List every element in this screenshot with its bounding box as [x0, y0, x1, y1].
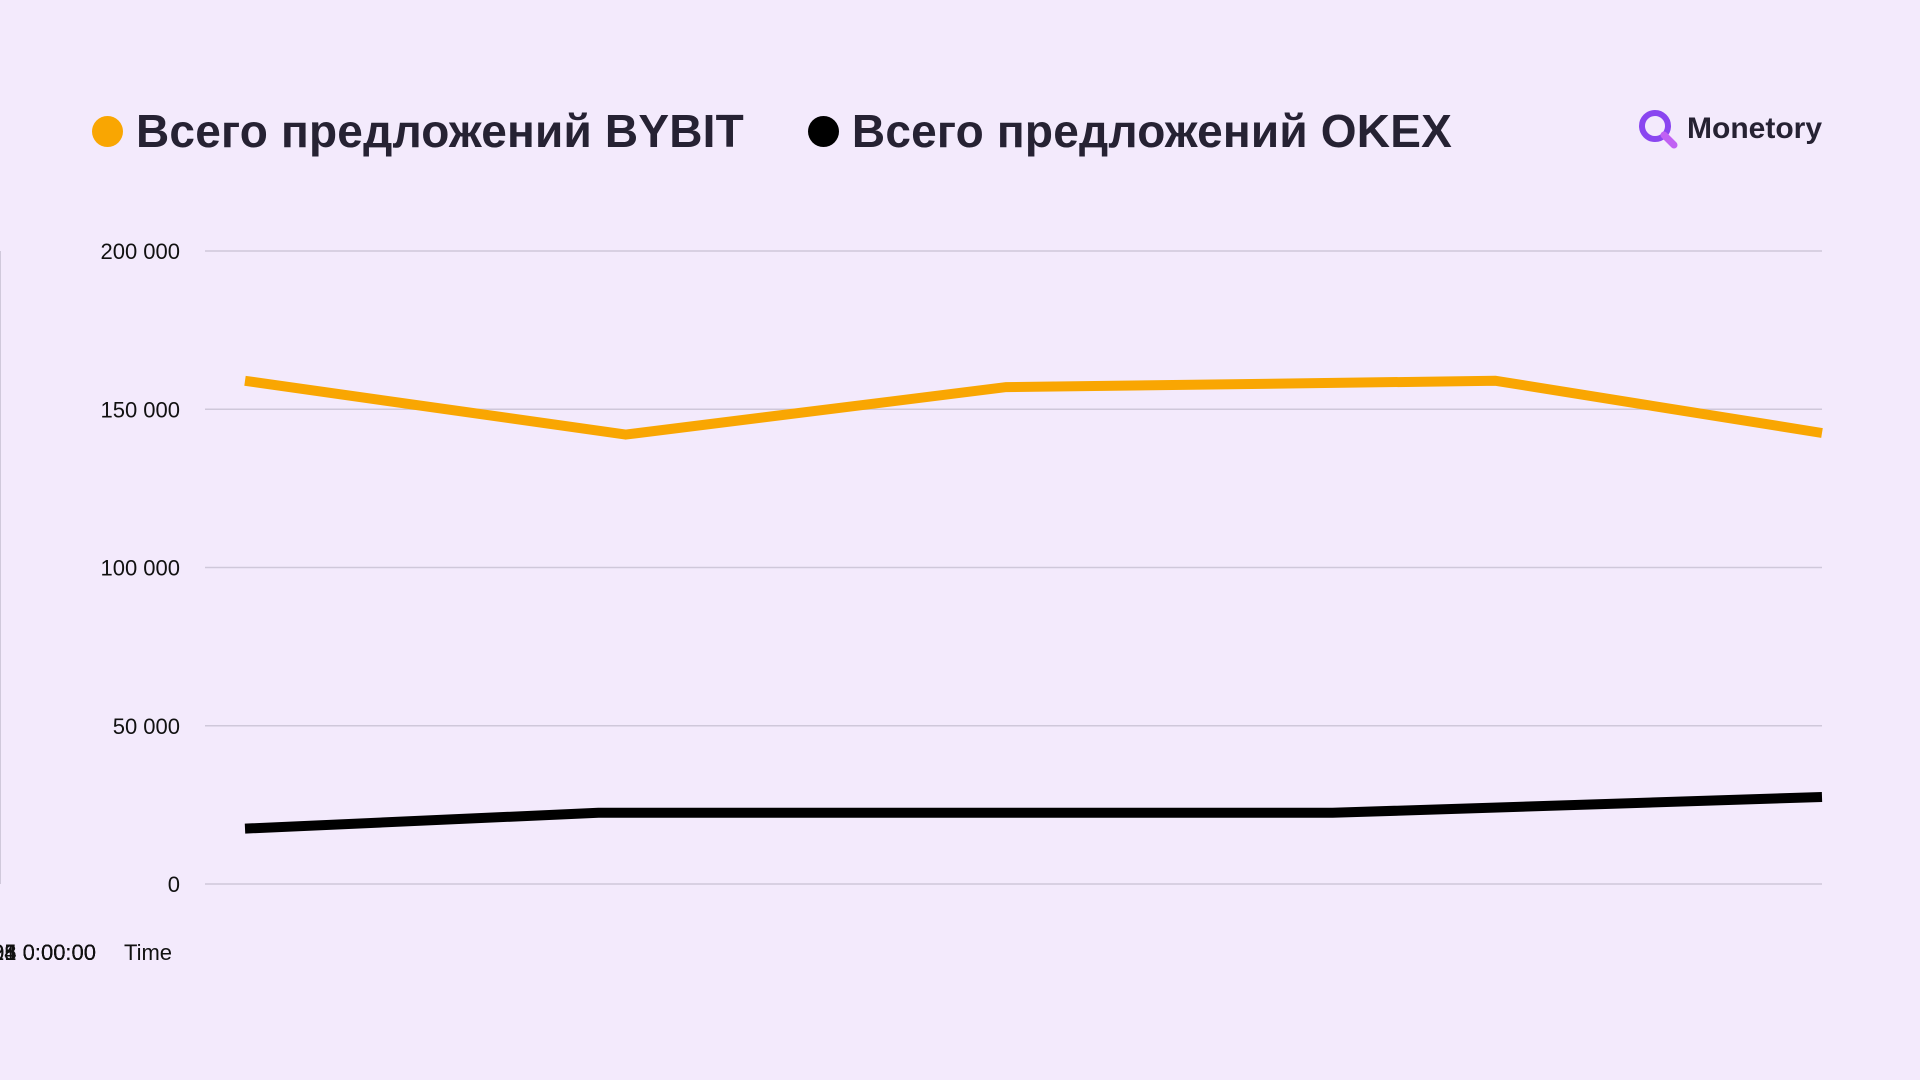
brand-name: Monetory [1687, 112, 1822, 145]
grid-layer [0, 250, 1822, 885]
series-line-okex [244, 792, 1823, 834]
x-tick-label: 2023-09-24 0:00:00 [0, 940, 96, 965]
brand-logo: Monetory [1637, 108, 1822, 150]
magnifier-logo-icon [1639, 110, 1678, 149]
x-axis-label: Time [124, 940, 172, 965]
y-tick-label: 150 000 [100, 397, 180, 422]
y-tick-label: 100 000 [100, 556, 180, 581]
legend-label-bybit: Всего предложений BYBIT [136, 105, 744, 157]
bybit-dot-icon [92, 115, 123, 147]
x-tick-label: 2023-10-08 0:00:00 [0, 940, 96, 965]
y-tick-label: 200 000 [100, 239, 180, 264]
legend: Всего предложений BYBIT Всего предложени… [92, 104, 1516, 158]
series-line-bybit [244, 375, 1823, 440]
legend-label-okex: Всего предложений OKEX [851, 105, 1452, 157]
label-layer: 0 50 000 100 000 150 000 200 000 2023-09-24 0… [0, 239, 180, 965]
legend-item-okex[interactable]: Всего предложений OKEX [807, 104, 1452, 158]
legend-item-bybit[interactable]: Всего предложений BYBIT [92, 104, 744, 158]
x-tick-label: 2023-10-15 0:00:00 [0, 940, 96, 965]
x-tick-label: 2023-10-01 0:00:00 [0, 940, 96, 965]
okex-dot-icon [807, 115, 839, 147]
y-tick-label: 0 [168, 872, 180, 897]
y-tick-label: 50 000 [113, 714, 180, 739]
line-layer [244, 375, 1823, 834]
